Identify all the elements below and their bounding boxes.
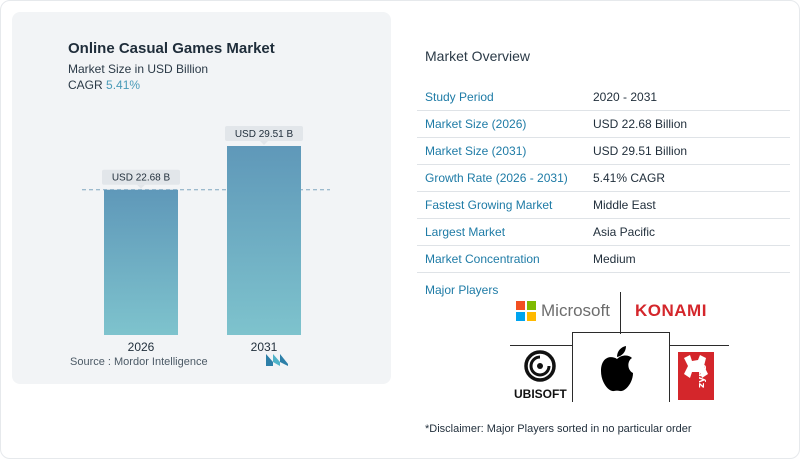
disclaimer-text: *Disclaimer: Major Players sorted in no …	[425, 423, 692, 435]
overview-row: Growth Rate (2026 - 2031) 5.41% CAGR	[417, 165, 790, 192]
overview-value: Middle East	[593, 198, 656, 212]
overview-value: Medium	[593, 252, 636, 266]
overview-key: Largest Market	[425, 225, 506, 239]
overview-title: Market Overview	[425, 48, 531, 64]
data-label: USD 22.68 B	[112, 173, 171, 184]
bar-2026	[104, 189, 178, 335]
cagr-value: 5.41%	[106, 78, 141, 92]
overview-key: Market Concentration	[425, 252, 540, 266]
overview-value: USD 22.68 Billion	[593, 117, 688, 131]
data-label-box	[225, 126, 303, 141]
overview-key: Market Size (2031)	[425, 144, 527, 158]
overview-value: USD 29.51 Billion	[593, 144, 688, 158]
overview-row: Study Period 2020 - 2031	[417, 84, 790, 111]
zynga-name: zynga	[697, 358, 707, 388]
zynga-logo-icon: zynga	[678, 352, 714, 400]
overview-row: Market Size (2031) USD 29.51 Billion	[417, 138, 790, 165]
microsoft-name: Microsoft	[541, 301, 610, 320]
divider	[572, 332, 670, 333]
bar-2031	[227, 146, 301, 335]
divider	[620, 292, 621, 334]
overview-row: Fastest Growing Market Middle East	[417, 192, 790, 219]
divider	[510, 345, 572, 346]
apple-logo-icon	[601, 346, 633, 392]
overview-key: Growth Rate (2026 - 2031)	[425, 171, 568, 185]
overview-row: Largest Market Asia Pacific	[417, 219, 790, 246]
ubisoft-logo-icon	[524, 350, 556, 382]
konami-name: KONAMI	[635, 301, 707, 320]
overview-value: 5.41% CAGR	[593, 171, 666, 185]
source-text: Source : Mordor Intelligence	[70, 356, 208, 368]
data-label-pointer	[260, 141, 268, 145]
data-label-pointer	[137, 184, 145, 189]
overview-key: Market Size (2026)	[425, 117, 527, 131]
major-players-label: Major Players	[425, 283, 499, 297]
overview-key: Fastest Growing Market	[425, 198, 553, 212]
microsoft-logo-icon	[516, 301, 536, 321]
overview-value: Asia Pacific	[593, 225, 656, 239]
mordor-logo-icon	[266, 354, 288, 366]
divider	[572, 332, 573, 402]
chart-title: Online Casual Games Market	[68, 40, 275, 57]
data-label-box	[102, 169, 180, 185]
divider	[669, 332, 670, 402]
overview-table: Study Period 2020 - 2031 Market Size (2026…	[417, 84, 790, 273]
cagr-label: CAGR	[68, 78, 103, 92]
x-tick-label: 2026	[128, 340, 155, 354]
bar-chart: USD 22.68 B 2026 USD 29.51 B 2031	[82, 126, 330, 354]
chart-subtitle: Market Size in USD Billion	[68, 62, 209, 76]
overview-row: Market Size (2026) USD 22.68 Billion	[417, 111, 790, 138]
ubisoft-name: UBISOFT	[514, 387, 567, 401]
cagr-line: CAGR 5.41%	[68, 78, 140, 92]
overview-row: Market Concentration Medium	[417, 246, 790, 273]
overview-key: Study Period	[425, 90, 494, 104]
data-label: USD 29.51 B	[235, 129, 294, 140]
divider	[669, 345, 729, 346]
x-tick-label: 2031	[251, 340, 278, 354]
overview-value: 2020 - 2031	[593, 90, 658, 104]
chart-card	[12, 12, 391, 384]
